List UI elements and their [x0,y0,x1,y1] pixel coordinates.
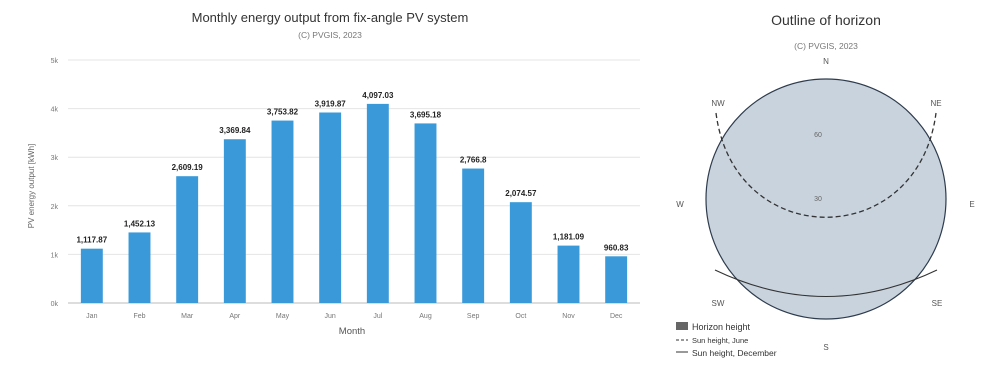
legend-label: Horizon height [692,322,751,332]
compass-label-ne: NE [930,99,941,108]
y-tick-label: 1k [51,252,59,259]
bar-chart-title: Monthly energy output from fix-angle PV … [191,10,469,25]
compass-label-s: S [823,343,828,352]
compass-label-sw: SW [712,299,725,308]
bar-value-label: 3,753.82 [267,108,299,117]
compass-label-w: W [676,200,684,209]
bar-value-label: 3,369.84 [219,126,251,135]
monthly-energy-bar-chart: 0k 1k 2k 3k 4k 5k 1,117.87 1,452.13 2,609.19 3,3… [27,58,640,337]
elevation-label: 60 [814,132,822,139]
y-tick-label: 4k [51,107,59,114]
horizon-legend: Horizon height Sun height, June Sun height… [676,322,777,358]
y-tick-label: 3k [51,155,59,162]
horizon-outline-panel: Outline of horizon (C) PVGIS, 2023 60 30 N… [660,0,992,376]
x-tick-label: Mar [181,313,194,320]
horizon-disc [705,78,947,320]
compass-label-nw: NW [711,99,725,108]
x-tick-label: May [276,313,290,320]
bar-chart-x-axis-label: Month [339,326,365,337]
bar [176,176,199,303]
x-tick-label: Dec [610,313,623,320]
x-tick-label: Jun [325,313,336,320]
horizon-chart-subtitle: (C) PVGIS, 2023 [794,41,858,51]
y-tick-label: 2k [51,204,59,211]
x-tick-label: Aug [419,313,432,320]
elevation-label: 30 [814,196,822,203]
bar-value-label: 4,097.03 [362,91,394,100]
bar [319,112,342,303]
y-tick-label: 0k [51,301,59,308]
bar [557,245,580,303]
bar [271,120,294,303]
compass-label-e: E [969,200,974,209]
bar [605,256,628,303]
bar-value-label: 2,609.19 [172,163,204,172]
bar-value-label: 3,695.18 [410,110,442,119]
x-tick-label: Jan [86,313,97,320]
x-tick-label: Oct [515,313,526,320]
x-tick-label: Sep [467,313,480,320]
bar [414,123,437,304]
monthly-energy-chart-panel: Monthly energy output from fix-angle PV … [27,10,640,337]
bar-value-label: 1,117.87 [76,236,107,245]
x-tick-label: Feb [133,313,145,320]
bar [128,232,151,303]
bar [223,139,246,303]
legend-label: Sun height, December [692,348,777,358]
legend-label: Sun height, June [692,336,748,345]
bar [462,168,485,303]
bar-chart-subtitle: (C) PVGIS, 2023 [298,30,362,40]
horizon-polar-chart: 60 30 N NE E SE S SW W NW Horizon height Sun height… [676,57,975,358]
bar [509,202,532,303]
x-tick-label: Jul [373,313,382,320]
y-tick-label: 5k [51,58,59,65]
bar [80,248,103,303]
x-tick-label: Apr [229,313,241,320]
bar-chart-y-axis-label: PV energy output [kWh] [27,144,36,229]
bar-value-label: 2,074.57 [505,189,537,198]
bar [366,103,389,303]
sun-path-december [714,269,938,298]
legend-swatch-horizon [676,322,688,330]
x-tick-label: Nov [562,313,575,320]
bar-value-label: 1,181.09 [553,233,585,242]
sun-path-june [715,112,937,218]
compass-label-n: N [823,57,829,66]
bar-value-label: 3,919.87 [315,99,347,108]
bar-value-label: 2,766.8 [460,156,487,165]
horizon-chart-title: Outline of horizon [771,12,881,28]
bar-value-label: 960.83 [604,243,629,252]
compass-label-se: SE [932,299,943,308]
bar-value-label: 1,452.13 [124,219,156,228]
